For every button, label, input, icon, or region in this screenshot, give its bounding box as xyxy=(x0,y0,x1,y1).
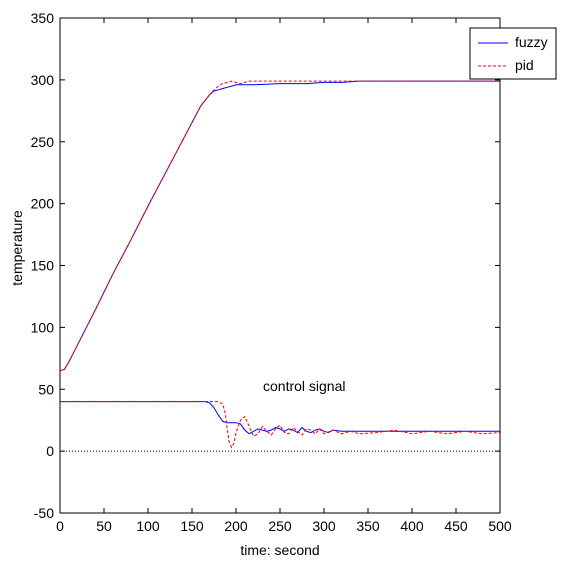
y-tick-label: 200 xyxy=(31,196,55,212)
x-tick-label: 150 xyxy=(180,518,204,534)
plot-frame xyxy=(59,17,501,514)
x-tick-label: 350 xyxy=(356,518,380,534)
x-tick-label: 50 xyxy=(96,518,112,534)
y-tick-label: -50 xyxy=(34,505,54,521)
y-tick-label: 350 xyxy=(31,10,55,26)
x-tick-label: 400 xyxy=(400,518,424,534)
y-axis-label: temperature xyxy=(9,210,25,286)
x-axis-label: time: second xyxy=(240,542,319,558)
y-tick-label: 250 xyxy=(31,134,55,150)
y-tick-label: 300 xyxy=(31,72,55,88)
x-tick-label: 200 xyxy=(224,518,248,534)
series-layer xyxy=(59,80,501,452)
y-tick-label: 50 xyxy=(38,381,54,397)
legend-label-pid: pid xyxy=(515,57,534,73)
series-line-pid-temperature xyxy=(59,80,500,372)
legend: fuzzy pid xyxy=(469,27,557,80)
series-line-fuzzy-control-signal xyxy=(60,401,500,435)
tick-layer: 0 50 100 150 200 250 300 350 400 450 500-500501001… xyxy=(31,10,512,534)
x-tick-label: 300 xyxy=(312,518,336,534)
x-tick-label: 100 xyxy=(136,518,160,534)
legend-label-fuzzy: fuzzy xyxy=(515,34,548,50)
x-tick-label: 450 xyxy=(444,518,468,534)
y-tick-label: 100 xyxy=(31,319,55,335)
y-tick-label: 0 xyxy=(46,443,54,459)
legend-box xyxy=(469,27,557,80)
x-tick-label: 250 xyxy=(268,518,292,534)
series-line-pid-control-signal xyxy=(60,401,501,449)
y-tick-label: 150 xyxy=(31,258,55,274)
series-line-fuzzy-temperature xyxy=(59,80,500,372)
control-signal-annotation: control signal xyxy=(263,378,346,394)
x-tick-label: 500 xyxy=(488,518,512,534)
x-tick-label: 0 xyxy=(56,518,64,534)
plot-area xyxy=(60,18,500,513)
